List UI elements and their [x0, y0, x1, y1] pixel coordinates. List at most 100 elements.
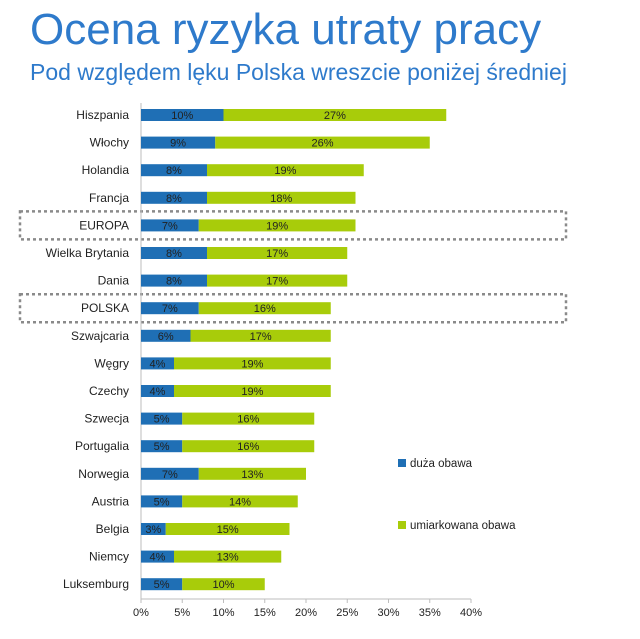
bar-duza-obawa — [141, 412, 183, 425]
bar-duza-obawa — [141, 495, 183, 508]
data-label: 19% — [266, 220, 288, 232]
data-label: 8% — [166, 248, 182, 260]
bar-umiarkowana-obawa — [198, 302, 331, 315]
data-label: 17% — [250, 331, 272, 343]
bar-umiarkowana-obawa — [198, 219, 356, 232]
bar-umiarkowana-obawa — [190, 329, 331, 342]
x-tick-label: 35% — [419, 607, 441, 619]
highlight-box-polska — [18, 292, 568, 324]
category-label: Holandia — [82, 163, 130, 177]
bar-umiarkowana-obawa — [182, 495, 298, 508]
data-label: 9% — [170, 138, 186, 150]
data-label: 17% — [266, 248, 288, 260]
bar-umiarkowana-obawa — [174, 357, 331, 370]
data-label: 5% — [154, 579, 170, 591]
data-label: 10% — [212, 579, 234, 591]
bar-umiarkowana-obawa — [207, 164, 364, 177]
bar-duza-obawa — [141, 219, 199, 232]
data-label: 15% — [217, 524, 239, 536]
data-label: 4% — [150, 386, 166, 398]
data-label: 13% — [217, 552, 239, 564]
bar-umiarkowana-obawa — [207, 274, 348, 287]
category-label: Czechy — [89, 384, 129, 398]
data-label: 7% — [162, 220, 178, 232]
bar-duza-obawa — [141, 247, 207, 259]
bar-duza-obawa — [141, 109, 224, 121]
data-label: 13% — [241, 469, 263, 481]
chart-subtitle: Pod względem lęku Polska wreszcie poniże… — [30, 59, 567, 85]
category-label: Szwajcaria — [71, 329, 129, 343]
x-tick-label: 20% — [295, 607, 317, 619]
bar-duza-obawa — [141, 136, 216, 149]
data-label: 5% — [154, 496, 170, 508]
data-label: 18% — [270, 193, 292, 205]
bar-umiarkowana-obawa — [207, 191, 356, 204]
bar-duza-obawa — [141, 329, 191, 342]
category-label: EUROPA — [79, 218, 129, 232]
category-label: Luksemburg — [63, 577, 129, 591]
data-label: 5% — [154, 441, 170, 453]
bar-duza-obawa — [141, 550, 174, 563]
data-label: 26% — [311, 138, 333, 150]
bar-umiarkowana-obawa — [198, 467, 306, 480]
category-label: Szwecja — [84, 412, 129, 426]
category-label: Portugalia — [75, 439, 129, 453]
bar-umiarkowana-obawa — [174, 550, 282, 563]
bar-umiarkowana-obawa — [174, 385, 331, 397]
bar-umiarkowana-obawa — [165, 523, 290, 535]
legend-swatch — [398, 459, 406, 467]
data-label: 3% — [145, 524, 161, 536]
data-label: 16% — [237, 414, 259, 426]
data-label: 5% — [154, 414, 170, 426]
data-label: 19% — [274, 165, 296, 177]
category-label: Niemcy — [89, 550, 129, 564]
data-label: 27% — [324, 110, 346, 122]
bar-duza-obawa — [141, 191, 207, 204]
data-label: 10% — [171, 110, 193, 122]
data-label: 7% — [162, 303, 178, 315]
x-tick-label: 15% — [254, 607, 276, 619]
data-label: 17% — [266, 276, 288, 288]
chart-title: Ocena ryzyka utraty pracy — [30, 5, 542, 54]
bar-umiarkowana-obawa — [182, 578, 265, 591]
bar-umiarkowana-obawa — [215, 136, 430, 149]
bar-duza-obawa — [141, 302, 199, 315]
data-label: 8% — [166, 165, 182, 177]
x-tick-label: 10% — [212, 607, 234, 619]
category-label: Belgia — [96, 522, 130, 536]
legend-label: duża obawa — [410, 458, 473, 470]
bar-umiarkowana-obawa — [207, 247, 348, 259]
data-label: 7% — [162, 469, 178, 481]
category-label: Norwegia — [78, 467, 129, 481]
bar-duza-obawa — [141, 385, 174, 397]
category-label: POLSKA — [81, 301, 129, 315]
bar-umiarkowana-obawa — [182, 412, 315, 425]
bar-duza-obawa — [141, 440, 183, 453]
x-tick-label: 0% — [133, 607, 149, 619]
data-label: 16% — [237, 441, 259, 453]
bar-duza-obawa — [141, 357, 174, 370]
bar-duza-obawa — [141, 578, 183, 591]
bar-umiarkowana-obawa — [223, 109, 447, 121]
category-label: Wielka Brytania — [46, 246, 130, 260]
bar-duza-obawa — [141, 164, 207, 177]
data-label: 14% — [229, 496, 251, 508]
bar-duza-obawa — [141, 523, 166, 535]
data-label: 4% — [150, 552, 166, 564]
data-label: 16% — [254, 303, 276, 315]
highlight-box-europa — [18, 210, 568, 241]
x-tick-label: 25% — [336, 607, 358, 619]
bar-duza-obawa — [141, 467, 199, 480]
category-label: Austria — [92, 494, 130, 508]
data-label: 6% — [158, 331, 174, 343]
x-tick-label: 5% — [174, 607, 190, 619]
category-label: Węgry — [94, 356, 129, 370]
data-label: 8% — [166, 276, 182, 288]
category-label: Dania — [98, 274, 130, 288]
legend-swatch — [398, 521, 406, 529]
x-tick-label: 30% — [377, 607, 399, 619]
data-label: 19% — [241, 358, 263, 370]
legend-label: umiarkowana obawa — [410, 520, 516, 532]
category-label: Francja — [89, 191, 129, 205]
